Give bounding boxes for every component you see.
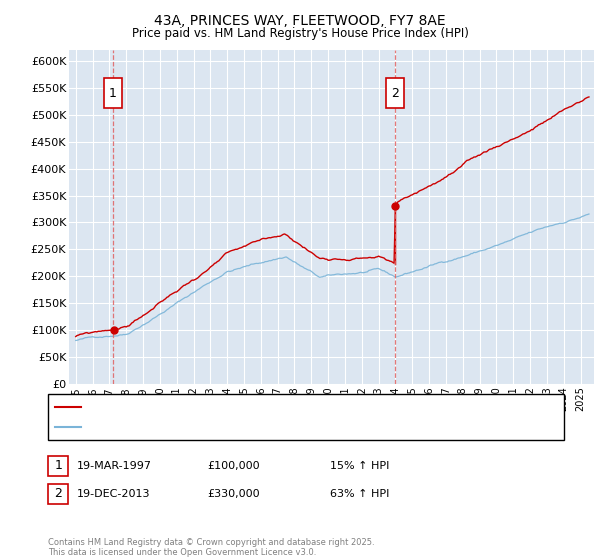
Text: 43A, PRINCES WAY, FLEETWOOD, FY7 8AE (detached house): 43A, PRINCES WAY, FLEETWOOD, FY7 8AE (de… (85, 402, 385, 412)
Text: Contains HM Land Registry data © Crown copyright and database right 2025.
This d: Contains HM Land Registry data © Crown c… (48, 538, 374, 557)
Text: 19-DEC-2013: 19-DEC-2013 (77, 489, 151, 499)
Text: Price paid vs. HM Land Registry's House Price Index (HPI): Price paid vs. HM Land Registry's House … (131, 27, 469, 40)
Text: 1: 1 (54, 459, 62, 473)
Text: 1: 1 (109, 87, 117, 100)
Text: £330,000: £330,000 (207, 489, 260, 499)
Text: 2: 2 (54, 487, 62, 501)
FancyBboxPatch shape (104, 78, 122, 109)
Text: HPI: Average price, detached house, Wyre: HPI: Average price, detached house, Wyre (85, 422, 295, 432)
Text: 43A, PRINCES WAY, FLEETWOOD, FY7 8AE: 43A, PRINCES WAY, FLEETWOOD, FY7 8AE (154, 14, 446, 28)
FancyBboxPatch shape (386, 78, 404, 109)
Text: 63% ↑ HPI: 63% ↑ HPI (330, 489, 389, 499)
Text: 15% ↑ HPI: 15% ↑ HPI (330, 461, 389, 471)
Text: £100,000: £100,000 (207, 461, 260, 471)
Text: 19-MAR-1997: 19-MAR-1997 (77, 461, 152, 471)
Text: 2: 2 (391, 87, 399, 100)
